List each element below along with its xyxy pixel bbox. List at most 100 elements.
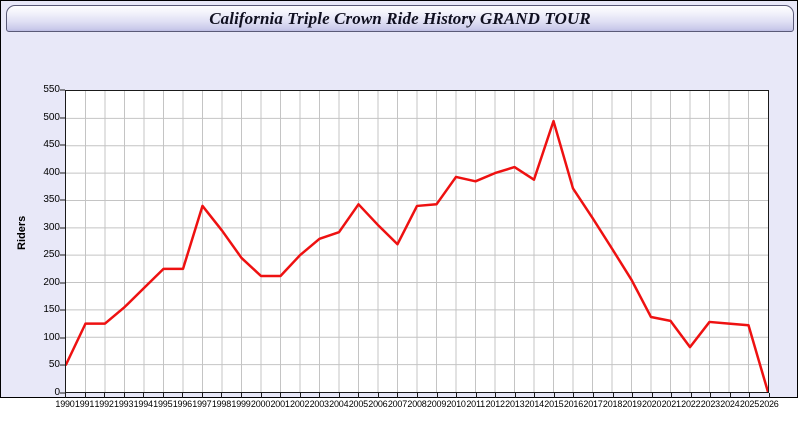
x-tick-mark (612, 393, 614, 398)
x-tick-mark (162, 393, 164, 398)
x-tick-label: 2009 (426, 399, 447, 409)
chart-window: California Triple Crown Ride History GRA… (0, 0, 798, 409)
x-tick-label: 1998 (211, 399, 232, 409)
x-tick-label: 2026 (759, 399, 779, 409)
x-tick-mark (671, 393, 673, 398)
y-tick-label: 300 (43, 221, 60, 233)
x-tick-label: 1991 (74, 399, 95, 409)
x-tick-label: 2017 (583, 399, 603, 409)
x-tick-mark (221, 393, 223, 398)
x-tick-label: 2001 (270, 399, 290, 409)
y-tick-label: 450 (43, 139, 60, 151)
x-tick-label: 2002 (290, 399, 310, 409)
y-tick-mark (60, 227, 65, 229)
x-tick-mark (143, 393, 145, 398)
x-tick-label: 2014 (524, 399, 544, 409)
y-tick-label: 400 (43, 166, 60, 178)
x-tick-mark (593, 393, 594, 398)
x-tick-mark (260, 393, 262, 398)
y-tick-label: 200 (43, 276, 60, 288)
x-tick-mark (84, 393, 86, 398)
chart-title-bar: California Triple Crown Ride History GRA… (6, 5, 794, 32)
x-tick-mark (319, 393, 321, 398)
x-tick-mark (651, 393, 653, 398)
y-tick-label: 350 (43, 194, 60, 206)
x-tick-label: 2005 (348, 399, 368, 409)
plot-frame: Riders 0 50 100 150 200 250 300 350 400 450 500 550… (8, 38, 792, 409)
x-tick-label: 2024 (720, 399, 740, 409)
y-tick-label: 100 (43, 331, 60, 343)
x-tick-mark (514, 393, 516, 398)
x-tick-mark (456, 393, 458, 398)
y-tick-label: 250 (43, 249, 60, 261)
x-tick-mark (280, 393, 282, 398)
x-tick-mark (749, 393, 751, 398)
y-tick-mark (60, 144, 65, 146)
y-tick-mark (60, 337, 65, 339)
x-tick-label: 2022 (681, 399, 701, 409)
x-tick-mark (417, 393, 418, 398)
gridlines (66, 91, 768, 392)
x-tick-mark (201, 393, 203, 398)
x-tick-label: 1994 (133, 399, 153, 409)
y-tick-label: 550 (43, 84, 60, 95)
x-tick-label: 2000 (250, 399, 271, 409)
x-tick-mark (436, 393, 438, 398)
x-tick-mark (299, 393, 301, 398)
plot-area (65, 90, 769, 393)
x-tick-mark (377, 393, 379, 398)
x-tick-mark (123, 393, 125, 398)
x-tick-label: 2021 (661, 399, 681, 409)
x-tick-mark (632, 393, 634, 398)
x-tick-label: 2004 (329, 399, 349, 409)
x-axis-ticks: 1990 1991 1992 1993 1994 1995 1996 1997 1998 1999… (55, 393, 779, 421)
x-tick-label: 1995 (153, 399, 173, 409)
x-tick-mark (104, 393, 106, 398)
y-tick-mark (60, 254, 65, 256)
x-tick-label: 2023 (700, 399, 720, 409)
y-tick-mark (60, 89, 65, 91)
y-tick-mark (60, 364, 65, 366)
x-tick-label: 2008 (407, 399, 427, 409)
y-tick-mark (60, 392, 65, 394)
x-tick-mark (534, 393, 536, 398)
data-series-line (66, 119, 768, 392)
x-tick-mark (769, 393, 770, 398)
y-tick-mark (60, 199, 65, 201)
x-tick-mark (241, 393, 242, 398)
x-tick-mark (495, 393, 497, 398)
x-tick-mark (729, 393, 731, 398)
page-title: California Triple Crown Ride History GRA… (209, 8, 591, 28)
x-tick-mark (475, 393, 477, 398)
x-tick-label: 2025 (739, 399, 760, 409)
x-tick-label: 2010 (446, 399, 466, 409)
y-tick-mark (60, 172, 65, 174)
x-tick-label: 1997 (192, 399, 212, 409)
x-tick-mark (573, 393, 575, 398)
y-tick-label: 50 (48, 359, 60, 371)
x-tick-label: 2020 (642, 399, 662, 409)
x-tick-label: 2013 (505, 399, 525, 409)
x-tick-mark (710, 393, 712, 398)
x-tick-mark (182, 393, 184, 398)
x-tick-label: 1992 (94, 399, 114, 409)
x-tick-mark (690, 393, 692, 398)
x-tick-label: 2016 (563, 399, 584, 409)
y-tick-label: 150 (43, 304, 60, 316)
x-tick-label: 2018 (602, 399, 623, 409)
x-tick-label: 1990 (55, 399, 75, 409)
x-tick-label: 1999 (231, 399, 251, 409)
x-tick-label: 1993 (114, 399, 134, 409)
y-tick-label: 0 (54, 387, 60, 398)
y-tick-mark (60, 309, 65, 311)
x-tick-label: 2019 (622, 399, 642, 409)
x-tick-label: 2015 (544, 399, 564, 409)
y-tick-label: 500 (43, 111, 60, 123)
x-tick-label: 2012 (485, 399, 505, 409)
x-tick-label: 2007 (387, 399, 408, 409)
y-tick-mark (60, 117, 65, 119)
y-tick-mark (60, 282, 65, 284)
x-tick-mark (358, 393, 360, 398)
x-tick-label: 2011 (466, 399, 485, 409)
y-axis-ticks: 0 50 100 150 200 250 300 350 400 450 500 550 (20, 84, 65, 398)
